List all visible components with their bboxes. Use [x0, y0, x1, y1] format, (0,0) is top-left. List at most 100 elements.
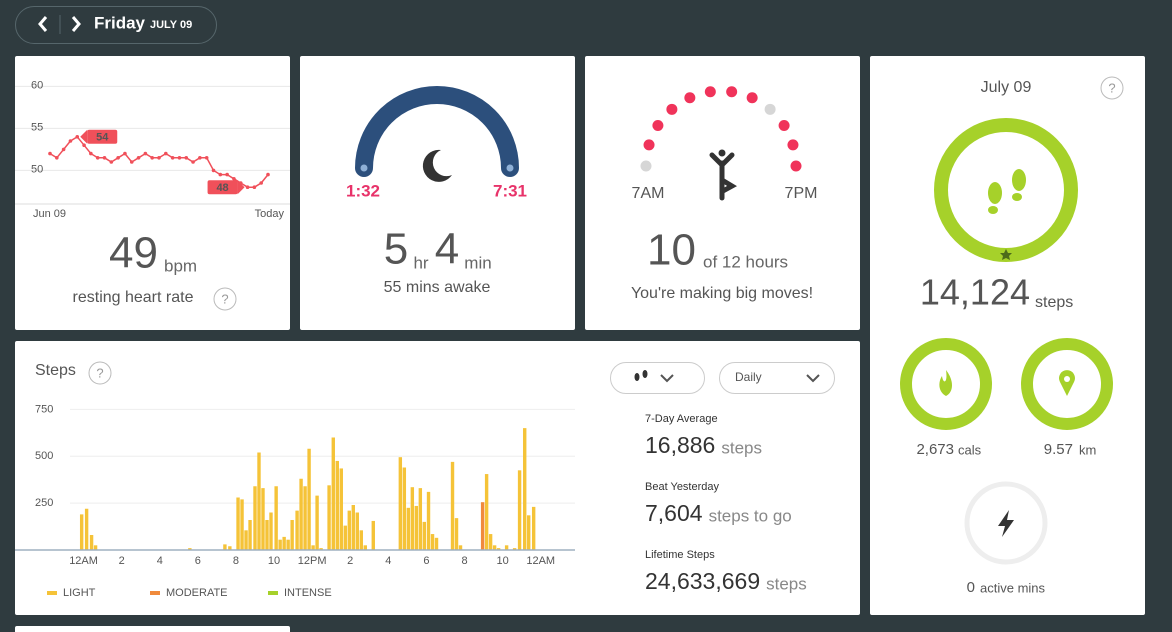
bar	[295, 510, 299, 550]
bar	[484, 474, 489, 550]
heart-value: 49	[109, 229, 158, 278]
hour-dot	[643, 139, 655, 151]
bar	[351, 505, 355, 550]
heart-point	[116, 156, 120, 160]
interval-dropdown[interactable]	[719, 362, 835, 394]
x-tick-label: 8	[233, 555, 239, 567]
stat-label: 7-Day Average	[645, 413, 718, 425]
help-button[interactable]	[88, 361, 112, 385]
heart-point	[157, 156, 161, 160]
bar	[257, 452, 261, 550]
bar	[496, 548, 501, 550]
sleep-end: 7:31	[493, 181, 527, 200]
help-button[interactable]	[213, 287, 237, 311]
hour-dot	[726, 86, 738, 98]
heart-point	[48, 151, 52, 156]
chevron	[660, 374, 674, 383]
summary-steps: 14,124	[920, 272, 1030, 313]
bar	[363, 545, 367, 550]
bar	[248, 520, 252, 550]
heart-point	[89, 151, 93, 156]
label-pointer	[237, 180, 245, 195]
goal-star	[1000, 249, 1012, 260]
sleep-hours: 5	[384, 225, 408, 274]
bar	[89, 535, 94, 550]
x-label: Jun 09	[33, 208, 66, 220]
x-tick-label: 4	[157, 555, 163, 567]
stat-label: Lifetime Steps	[645, 549, 715, 561]
bar	[430, 534, 435, 550]
metric-dropdown[interactable]	[610, 362, 705, 394]
bar	[303, 486, 307, 550]
bar	[79, 514, 84, 550]
next-button[interactable]	[71, 16, 81, 32]
sleep-arc	[355, 86, 519, 177]
hour-dot	[787, 139, 799, 151]
bar	[355, 512, 359, 550]
distance-ring	[1021, 338, 1113, 430]
heart-point	[252, 185, 257, 189]
heart-point	[143, 151, 148, 156]
label-pointer	[80, 129, 88, 144]
heart-chart: 50 55 60 54 48	[15, 79, 290, 195]
help-button[interactable]	[1100, 76, 1124, 100]
next-card	[15, 626, 290, 632]
stat-unit: steps	[721, 438, 762, 457]
bar	[335, 460, 339, 550]
y-tick-label: 250	[35, 497, 53, 509]
bar	[434, 537, 439, 550]
heart-point	[225, 172, 229, 177]
interval: Daily	[735, 370, 762, 384]
bar	[458, 545, 463, 550]
value-label: 54	[96, 132, 109, 144]
heart-point	[129, 160, 134, 164]
bar	[299, 478, 303, 550]
pin-icon	[1059, 370, 1075, 396]
stat-unit: steps to go	[709, 506, 792, 525]
legend-swatch	[47, 591, 57, 595]
bar	[261, 488, 265, 550]
bar	[307, 448, 311, 550]
prev-button[interactable]	[38, 16, 48, 32]
hourly-dots	[640, 86, 802, 172]
heart-card	[15, 56, 290, 330]
bar	[414, 505, 419, 550]
bar	[84, 508, 89, 550]
heart-point	[95, 156, 100, 160]
heart-point	[259, 181, 263, 185]
bar	[253, 486, 257, 550]
hour-dot	[684, 92, 696, 104]
x-label: Today	[255, 208, 285, 220]
calories-ring	[900, 338, 992, 430]
hour-dot	[790, 160, 802, 172]
summary-card	[870, 56, 1145, 615]
bar	[286, 539, 290, 550]
bar	[311, 545, 315, 550]
summary-steps-unit: steps	[1035, 294, 1073, 311]
bar	[274, 486, 278, 550]
bar	[93, 545, 98, 550]
moon-icon	[422, 149, 452, 182]
bar	[531, 506, 536, 550]
heart-point	[75, 135, 80, 139]
distance-unit: km	[1079, 442, 1096, 457]
hour-dot	[640, 160, 652, 172]
hourly-start: 7AM	[632, 185, 665, 202]
x-tick-label: 6	[195, 555, 201, 567]
heart-point	[55, 156, 59, 160]
help-icon: ?	[96, 365, 103, 380]
y-tick-label: 500	[35, 450, 53, 462]
bar	[278, 539, 282, 550]
heart-point	[164, 151, 168, 156]
value-label: 48	[216, 182, 228, 194]
bar	[406, 507, 411, 550]
label-box	[87, 129, 118, 144]
x-tick-label: 12AM	[69, 555, 98, 567]
bar	[422, 521, 427, 550]
heart-point	[61, 147, 66, 152]
hour-dot	[666, 103, 678, 115]
heart-point	[191, 160, 195, 164]
bar	[327, 485, 331, 550]
